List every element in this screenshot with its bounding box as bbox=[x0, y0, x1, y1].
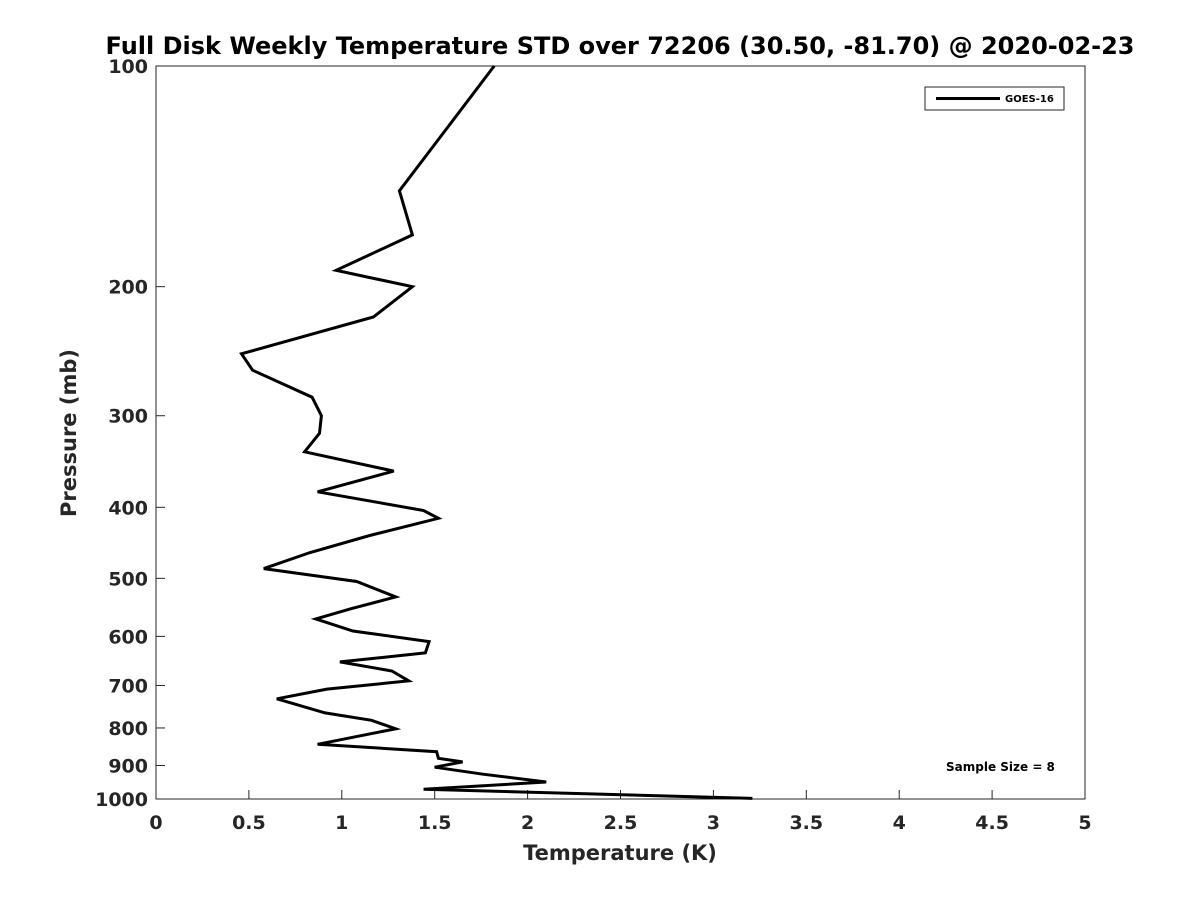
y-tick-label: 100 bbox=[108, 56, 148, 78]
y-tick-label: 300 bbox=[108, 406, 148, 428]
sample-size-annotation: Sample Size = 8 bbox=[946, 760, 1055, 774]
series-layer bbox=[239, 65, 753, 800]
y-tick-label: 500 bbox=[108, 568, 148, 590]
x-tick-label: 3.5 bbox=[789, 812, 823, 834]
x-tick-label: 0.5 bbox=[232, 812, 266, 834]
plot-area bbox=[155, 65, 1086, 800]
x-tick-label: 1 bbox=[335, 812, 348, 834]
series-line bbox=[239, 65, 753, 800]
x-axis-label: Temperature (K) bbox=[523, 841, 717, 865]
y-tick-label: 900 bbox=[108, 755, 148, 777]
y-tick-label: 700 bbox=[108, 675, 148, 697]
y-axis-ticks: 100 200 300 400 500 600 700 800 900 1000 bbox=[95, 56, 165, 811]
y-tick-label: 200 bbox=[108, 277, 148, 299]
chart-title: Full Disk Weekly Temperature STD over 72… bbox=[106, 32, 1135, 60]
x-tick-label: 0 bbox=[149, 812, 162, 834]
x-tick-label: 1.5 bbox=[418, 812, 452, 834]
y-tick-label: 400 bbox=[108, 497, 148, 519]
x-tick-label: 2 bbox=[521, 812, 534, 834]
y-tick-label: 600 bbox=[108, 626, 148, 648]
y-tick-label: 1000 bbox=[95, 789, 148, 811]
legend-label: GOES-16 bbox=[1005, 94, 1054, 105]
x-tick-label: 4 bbox=[893, 812, 906, 834]
x-tick-label: 2.5 bbox=[604, 812, 638, 834]
x-axis-ticks: 0 0.5 1 1.5 2 2.5 3 3.5 4 4.5 5 bbox=[149, 790, 1092, 834]
y-tick-label: 800 bbox=[108, 718, 148, 740]
x-tick-label: 5 bbox=[1078, 812, 1091, 834]
x-tick-label: 4.5 bbox=[975, 812, 1009, 834]
y-axis-label: Pressure (mb) bbox=[57, 349, 81, 517]
x-tick-label: 3 bbox=[707, 812, 720, 834]
legend: GOES-16 bbox=[924, 86, 1065, 111]
